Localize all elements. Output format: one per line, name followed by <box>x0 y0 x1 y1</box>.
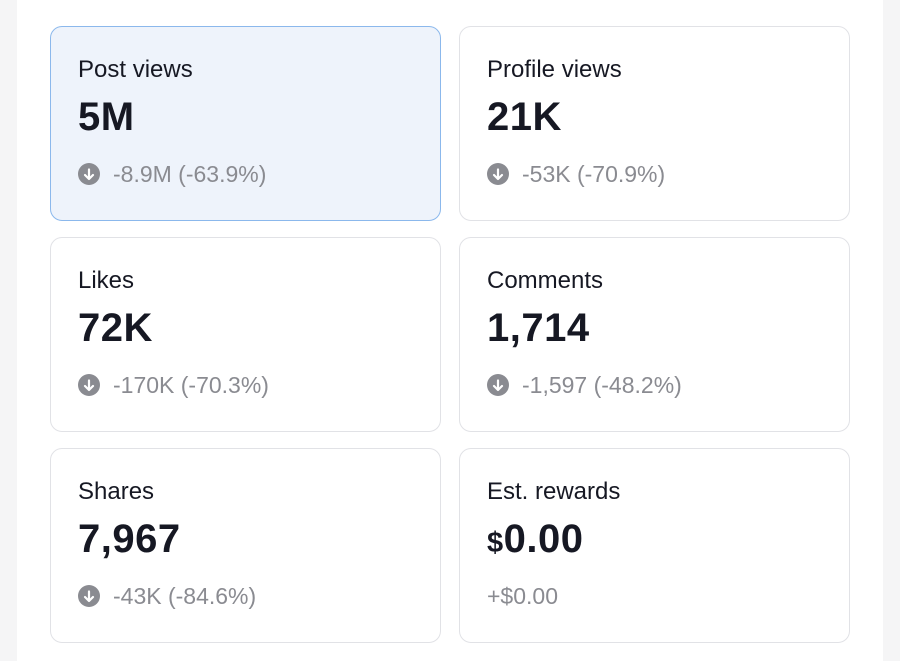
metric-change: -170K (-70.3%) <box>78 371 440 399</box>
metric-change-text: -53K (-70.9%) <box>522 161 666 187</box>
arrow-down-circle-icon <box>487 163 509 185</box>
metric-card-post-views[interactable]: Post views 5M -8.9M (-63.9%) <box>50 26 441 221</box>
metric-card-likes[interactable]: Likes 72K -170K (-70.3%) <box>50 237 441 432</box>
metric-label: Comments <box>487 267 604 294</box>
metric-change-text: -8.9M (-63.9%) <box>113 161 267 187</box>
metric-value: 1,714 <box>487 306 590 350</box>
currency-symbol: $ <box>487 527 504 559</box>
metric-change: -1,597 (-48.2%) <box>487 371 849 399</box>
metric-card-profile-views[interactable]: Profile views 21K -53K (-70.9%) <box>459 26 850 221</box>
metric-label: Likes <box>78 267 135 294</box>
metric-value: 21K <box>487 95 562 139</box>
metrics-grid: Post views 5M -8.9M (-63.9%) Profile vie… <box>50 26 850 643</box>
metric-change-text: +$0.00 <box>487 583 558 609</box>
arrow-down-circle-icon <box>78 374 100 396</box>
arrow-down-circle-icon <box>487 374 509 396</box>
metric-change-text: -1,597 (-48.2%) <box>522 372 682 398</box>
metric-card-est-rewards[interactable]: Est. rewards $0.00 +$0.00 <box>459 448 850 643</box>
metric-change: -8.9M (-63.9%) <box>78 160 440 188</box>
metric-value: 7,967 <box>78 517 181 561</box>
metric-value: 72K <box>78 306 153 350</box>
metric-value: 5M <box>78 95 135 139</box>
metric-change: -53K (-70.9%) <box>487 160 849 188</box>
metric-value-amount: 0.00 <box>503 517 584 561</box>
metric-label: Profile views <box>487 56 622 83</box>
metric-label: Shares <box>78 478 155 505</box>
metric-change: -43K (-84.6%) <box>78 582 440 610</box>
metric-change-text: -43K (-84.6%) <box>113 583 257 609</box>
metric-label: Est. rewards <box>487 478 621 505</box>
arrow-down-circle-icon <box>78 163 100 185</box>
metric-card-shares[interactable]: Shares 7,967 -43K (-84.6%) <box>50 448 441 643</box>
metric-change: +$0.00 <box>487 582 849 610</box>
metric-change-text: -170K (-70.3%) <box>113 372 269 398</box>
metric-card-comments[interactable]: Comments 1,714 -1,597 (-48.2%) <box>459 237 850 432</box>
metric-value: $0.00 <box>487 515 849 563</box>
arrow-down-circle-icon <box>78 585 100 607</box>
metric-label: Post views <box>78 56 193 83</box>
analytics-panel: Post views 5M -8.9M (-63.9%) Profile vie… <box>17 0 883 661</box>
